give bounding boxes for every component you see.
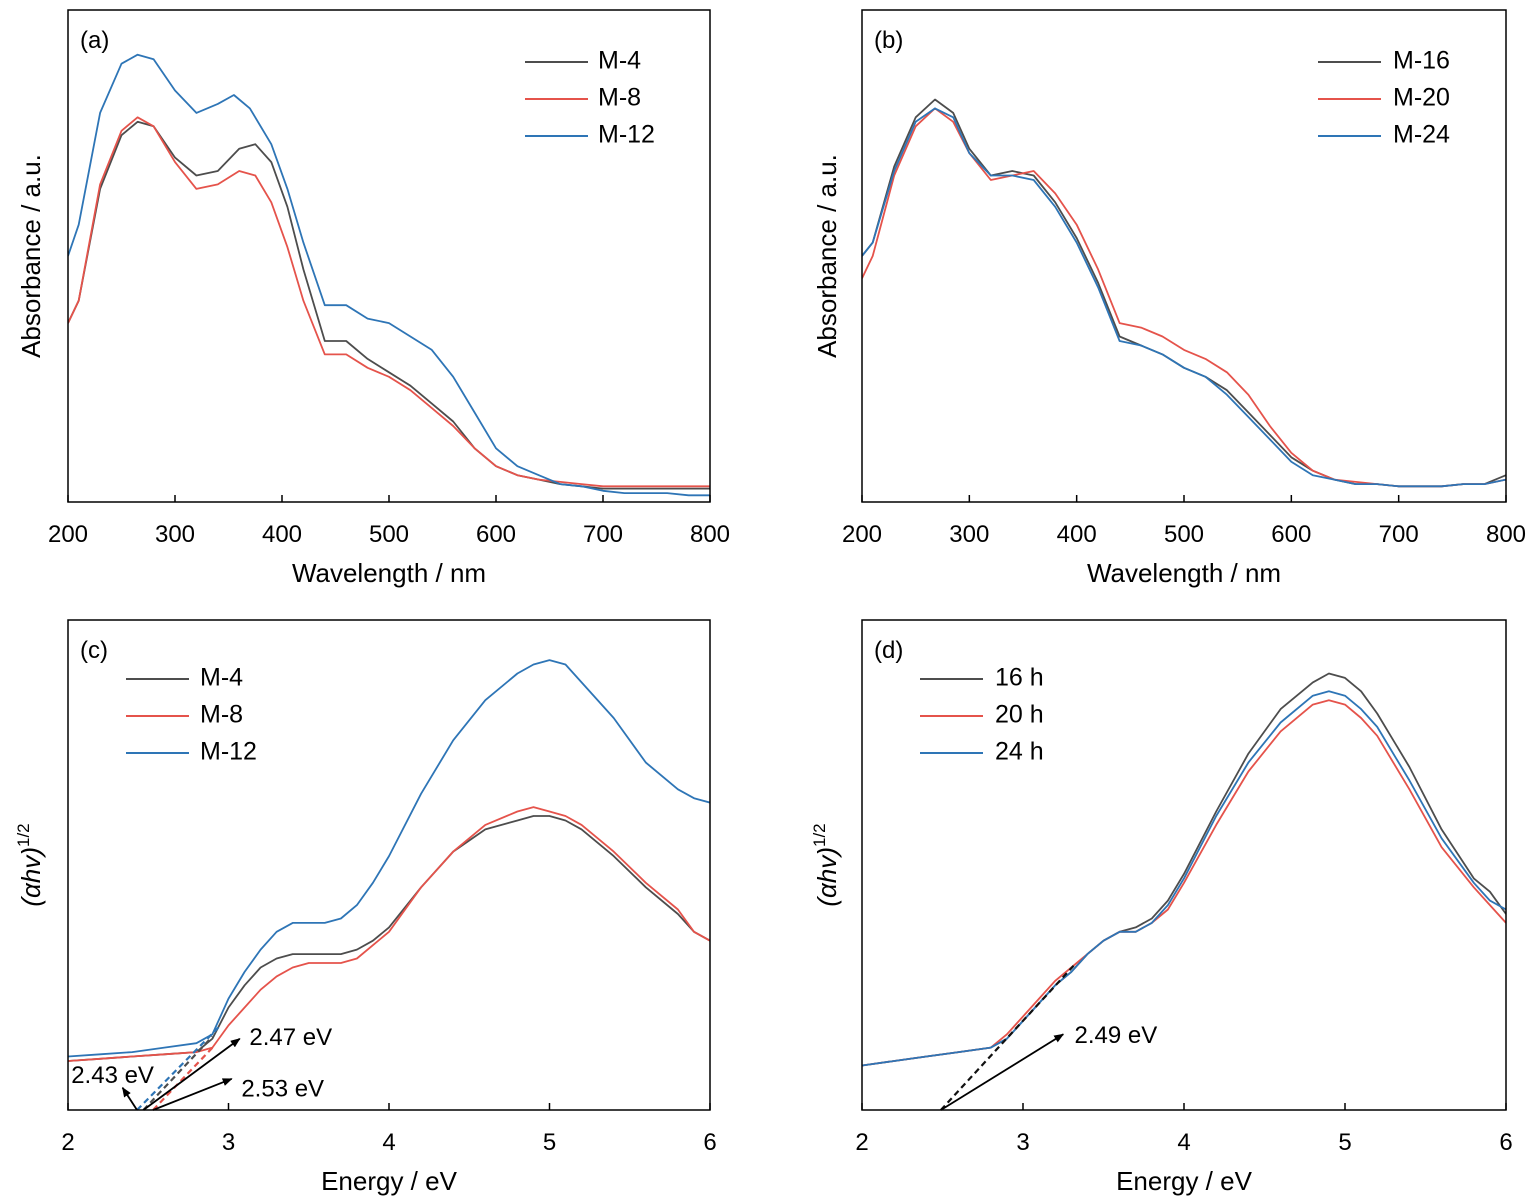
series-group	[862, 98, 1506, 488]
y-axis-label-sup: 1/2	[810, 823, 829, 847]
x-tick-label-5: 700	[583, 521, 623, 548]
x-tick-label-1: 3	[1016, 1129, 1029, 1156]
annotation-arrow-0	[940, 1033, 1065, 1111]
series-line-1	[68, 806, 710, 1062]
annotation-label-0: 2.49 eV	[1075, 1022, 1158, 1049]
series-line-0	[68, 120, 710, 490]
fit-line-1	[142, 1035, 214, 1111]
legend-label-2: M-24	[1393, 121, 1450, 149]
x-tick-label-3: 5	[543, 1129, 556, 1156]
x-tick-label-4: 600	[476, 521, 516, 548]
annotation-label-1: 2.47 eV	[249, 1024, 332, 1051]
legend-label-2: M-12	[598, 121, 655, 149]
x-tick-label-3: 5	[1338, 1129, 1351, 1156]
y-axis-label-main: (αhv)	[16, 847, 46, 907]
legend-label-2: 24 h	[995, 738, 1044, 766]
x-tick-label-1: 300	[155, 521, 195, 548]
x-tick-label-3: 500	[369, 521, 409, 548]
legend-label-0: M-4	[598, 47, 641, 75]
annotation-arrow-1	[142, 1038, 241, 1111]
x-axis-label: Wavelength / nm	[1087, 558, 1281, 588]
legend-label-1: M-20	[1393, 84, 1450, 112]
x-tick-label-3: 500	[1164, 521, 1204, 548]
series-group	[68, 659, 710, 1062]
series-line-2	[862, 690, 1506, 1067]
series-line-0	[862, 672, 1506, 1067]
series-line-1	[68, 116, 710, 488]
series-line-2	[68, 659, 710, 1058]
x-tick-label-1: 300	[949, 521, 989, 548]
x-tick-label-2: 4	[1177, 1129, 1190, 1156]
legend-label-0: 16 h	[995, 664, 1044, 692]
annotation-label-2: 2.53 eV	[241, 1075, 324, 1102]
legend-label-1: M-8	[200, 701, 243, 729]
x-tick-label-4: 6	[703, 1129, 716, 1156]
x-tick-label-2: 4	[382, 1129, 395, 1156]
x-tick-label-2: 400	[1057, 521, 1097, 548]
legend-label-1: M-8	[598, 84, 641, 112]
fit-line-2	[152, 1046, 214, 1111]
x-tick-label-0: 2	[61, 1129, 74, 1156]
annotation-label-0: 2.43 eV	[71, 1062, 154, 1089]
plot-frame	[67, 619, 711, 1111]
series-group	[68, 53, 710, 497]
series-line-1	[862, 699, 1506, 1067]
panel-label: (c)	[80, 637, 108, 664]
legend-label-0: M-4	[200, 664, 243, 692]
y-axis-label-sup: 1/2	[14, 823, 33, 847]
x-tick-label-4: 600	[1271, 521, 1311, 548]
series-line-2	[68, 53, 710, 497]
fit-line-0	[940, 962, 1077, 1111]
y-axis-label: (αhv)1/2	[810, 823, 842, 906]
y-axis-label: (αhv)1/2	[14, 823, 46, 906]
y-axis-label-main: (αhv)	[812, 847, 842, 907]
annotation-arrow-0	[121, 1086, 138, 1111]
x-tick-label-6: 800	[1486, 521, 1526, 548]
series-group	[862, 672, 1506, 1067]
panel-label: (d)	[874, 637, 903, 664]
series-line-1	[862, 107, 1506, 488]
x-tick-label-0: 200	[48, 521, 88, 548]
x-tick-label-5: 700	[1379, 521, 1419, 548]
y-axis-label: Absorbance / a.u.	[812, 154, 842, 358]
panel-b: 200 300 400 500 600 700 800 Wavelength / nm Abso…	[812, 9, 1526, 588]
panel-label: (b)	[874, 27, 903, 54]
legend-label-2: M-12	[200, 738, 257, 766]
x-axis-label: Energy / eV	[321, 1166, 458, 1196]
x-tick-label-6: 800	[690, 521, 730, 548]
panel-c: 2.43 eV 2.47 eV 2.53 eV 2 3 4 5 6 Energy / eV (αh…	[14, 619, 717, 1196]
plot-frame	[861, 619, 1507, 1111]
x-axis-label: Energy / eV	[1116, 1166, 1253, 1196]
panel-label: (a)	[80, 27, 109, 54]
panel-a: 200 300 400 500 600 700 800 Wavelength / nm Abso…	[16, 9, 730, 588]
x-tick-label-0: 2	[855, 1129, 868, 1156]
x-tick-label-4: 6	[1499, 1129, 1512, 1156]
x-tick-label-2: 400	[262, 521, 302, 548]
y-axis-label: Absorbance / a.u.	[16, 154, 46, 358]
x-tick-label-0: 200	[842, 521, 882, 548]
panel-d: 2.49 eV 2 3 4 5 6 Energy / eV (αhv)1/2 (d) 16 h 20…	[810, 619, 1513, 1196]
x-tick-label-1: 3	[222, 1129, 235, 1156]
series-line-2	[862, 107, 1506, 488]
legend-label-0: M-16	[1393, 47, 1450, 75]
legend-label-1: 20 h	[995, 701, 1044, 729]
series-line-0	[862, 98, 1506, 488]
x-axis-label: Wavelength / nm	[292, 558, 486, 588]
annotation-arrow-2	[152, 1077, 233, 1111]
